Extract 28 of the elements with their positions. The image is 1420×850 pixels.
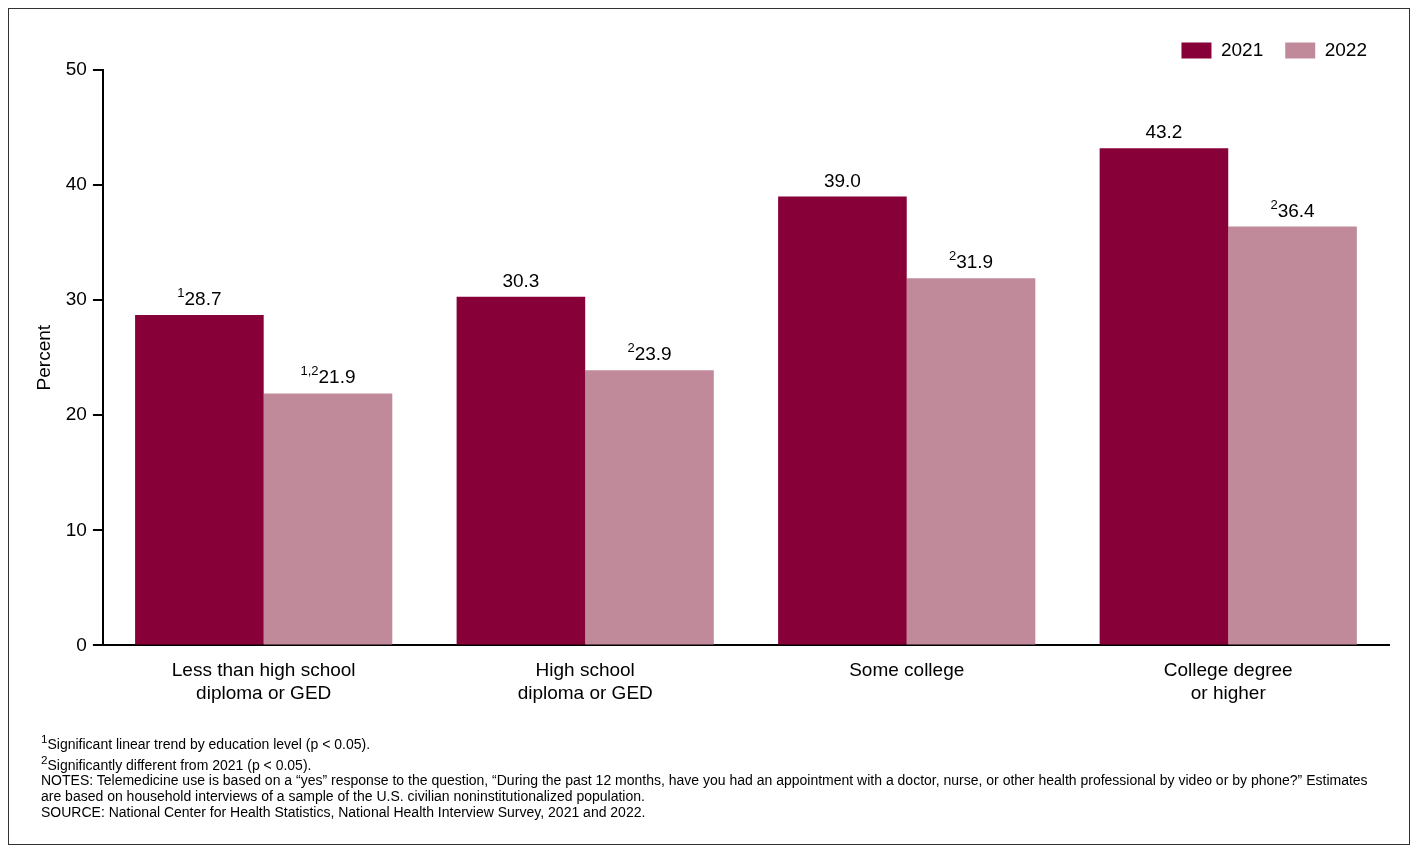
legend-label: 2022 [1324, 38, 1368, 60]
y-tick-label: 0 [76, 633, 87, 655]
legend-label: 2021 [1220, 38, 1264, 60]
bar [135, 315, 264, 645]
y-tick-label: 20 [65, 403, 87, 425]
data-label: 43.2 [1145, 121, 1183, 143]
text: NOTES: Telemedicine use is based on a “yes” response to the question, “During the past 12 months, have you had an appointment with a doctor, nurse, or other health professional by video or by phone?” Estimates are based on household interviews of a sample of the U.S. civilian noninstitutionalized population. [41, 772, 1369, 805]
text: $^{2}$Significantly different from 2021 (p < 0.05). [41, 752, 313, 773]
y-tick-label: 50 [65, 58, 87, 80]
x-tick-label: Some college [849, 659, 965, 681]
data-label: 39.0 [823, 169, 861, 191]
x-tick-label: High school diploma or GED [517, 659, 653, 703]
text: $^{1}$Significant linear trend by education level (p < 0.05). [41, 731, 372, 752]
x-tick-label: Less than high school diploma or GED [171, 659, 356, 703]
y-axis-title: Percent [32, 324, 54, 391]
bar [906, 278, 1036, 645]
y-tick-label: 10 [65, 518, 87, 540]
data-label: 30.3 [502, 269, 540, 291]
bar [778, 196, 907, 645]
bar [263, 393, 393, 645]
bar [456, 296, 586, 645]
bar [1099, 148, 1229, 645]
y-tick-label: 40 [65, 173, 87, 195]
x-tick-label: College degree or higher [1163, 659, 1293, 703]
y-tick-label: 30 [65, 288, 87, 310]
source-note: SOURCE: National Center for Health Statistics, National Health Interview Survey, 2021 and 2022. [41, 804, 647, 821]
bar [1228, 226, 1357, 645]
bar [585, 370, 714, 645]
